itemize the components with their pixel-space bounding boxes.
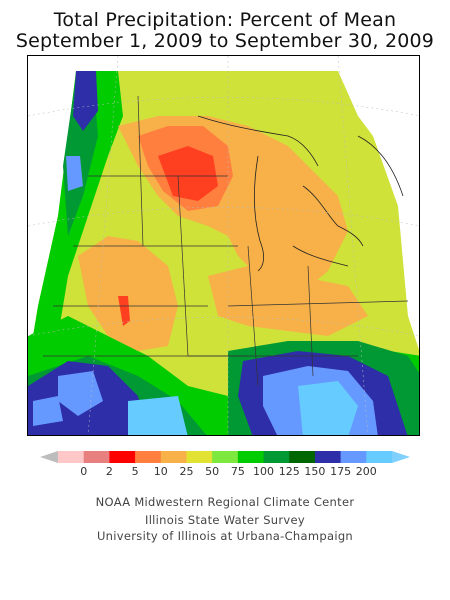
legend-swatch (314, 451, 342, 463)
legend-swatch (289, 451, 316, 463)
legend-tick-label: 25 (179, 465, 194, 478)
legend-tick-label: 5 (131, 465, 139, 478)
region-lightblue-southwest-2 (33, 396, 63, 426)
region-orange-central-east (208, 266, 368, 336)
legend-tick-label: 50 (205, 465, 220, 478)
great-lakes-outline (197, 115, 404, 272)
region-lightblue-northwest (66, 156, 83, 191)
legend-tick-label: 75 (230, 465, 245, 478)
legend-swatch (212, 451, 239, 463)
region-lightblue-south (128, 396, 188, 435)
map-title: Total Precipitation: Percent of Mean (53, 9, 397, 31)
legend-swatch (237, 451, 265, 463)
credit-university: University of Illinois at Urbana-Champai… (96, 529, 354, 543)
map-canvas (28, 56, 419, 435)
legend-tick-label: 125 (278, 465, 300, 478)
legend-swatch (109, 451, 136, 463)
region-blue-northwest (73, 71, 98, 131)
color-legend: 0 2 5 10 25 50 75 100 125 150 175 200 (40, 450, 410, 480)
legend-swatch (83, 451, 110, 463)
map-date-range: September 1, 2009 to September 30, 2009 (15, 30, 435, 52)
region-green-west (28, 71, 123, 396)
state-borders (43, 95, 409, 387)
legend-tick-label: 150 (304, 465, 326, 478)
legend-swatch (186, 451, 213, 463)
region-lightblue-southwest (58, 371, 103, 416)
region-red-north (158, 146, 218, 201)
legend-swatch (135, 451, 162, 463)
legend-swatch (340, 451, 367, 463)
legend-arrow-left (40, 451, 58, 463)
legend-arrow-right (392, 451, 410, 463)
region-red-central-west (118, 296, 130, 326)
credit-survey: Illinois State Water Survey (145, 513, 305, 527)
legend-swatch (263, 451, 290, 463)
graticule (28, 56, 419, 435)
legend-swatch (366, 451, 393, 463)
region-sky-southeast (298, 381, 358, 435)
region-orange-central-west (78, 236, 178, 351)
credit-org: NOAA Midwestern Regional Climate Center (95, 495, 355, 509)
legend-tick-label: 2 (105, 465, 113, 478)
legend-tick-label: 175 (330, 465, 352, 478)
legend-bar (40, 451, 410, 463)
precipitation-map (27, 55, 420, 436)
legend-swatch (160, 451, 187, 463)
legend-tick-label: 0 (80, 465, 88, 478)
legend-tick-label: 100 (253, 465, 275, 478)
legend-tick-label: 10 (153, 465, 168, 478)
legend-swatch (58, 451, 85, 463)
legend-tick-label: 200 (355, 465, 377, 478)
